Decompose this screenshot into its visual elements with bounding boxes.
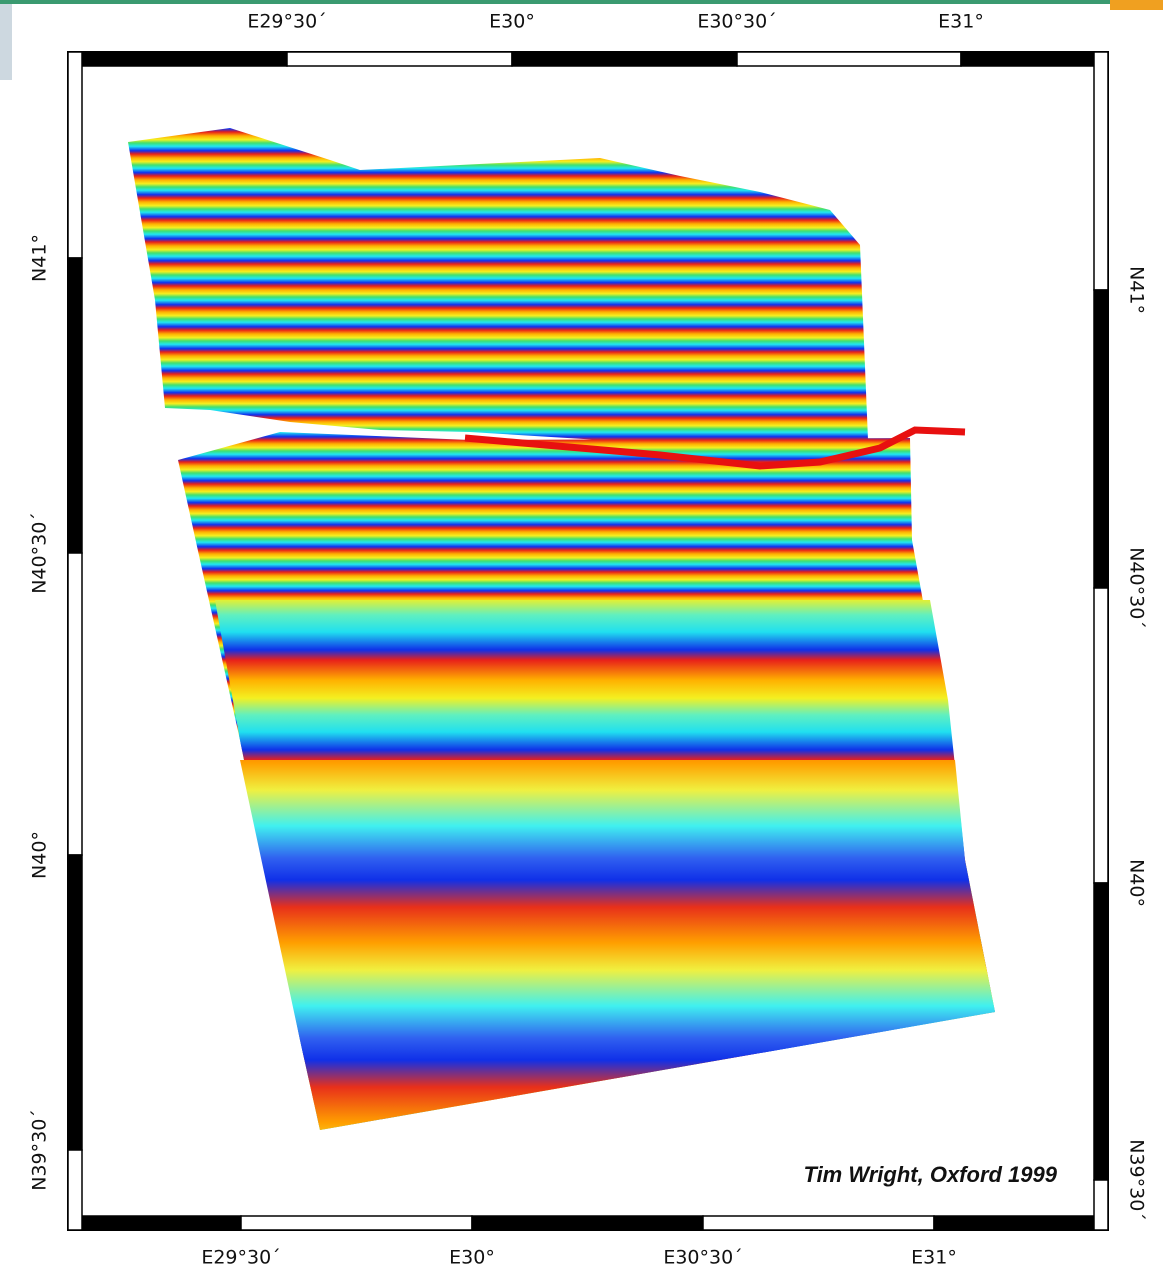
right-label: N39°30´ bbox=[1126, 1139, 1148, 1221]
map: E29°30´ E30° E30°30´ E31° E29°30´ E30° E… bbox=[0, 0, 1163, 1277]
top-label: E29°30´ bbox=[247, 11, 326, 33]
left-label: N40° bbox=[29, 831, 51, 879]
left-label: N40°30´ bbox=[29, 512, 51, 594]
credit: Tim Wright, Oxford 1999 bbox=[804, 1162, 1058, 1187]
right-labels: N41° N40°30´ N40° N39°30´ bbox=[1126, 266, 1148, 1221]
left-label: N41° bbox=[29, 234, 51, 282]
bottom-labels: E29°30´ E30° E30°30´ E31° bbox=[201, 1247, 957, 1269]
corner-block bbox=[0, 0, 12, 80]
corner-tab bbox=[1110, 0, 1163, 10]
bottom-label: E30°30´ bbox=[663, 1247, 742, 1269]
bottom-label: E30° bbox=[449, 1247, 495, 1269]
right-label: N40°30´ bbox=[1126, 547, 1148, 629]
bottom-label: E29°30´ bbox=[201, 1247, 280, 1269]
top-label: E30°30´ bbox=[697, 11, 776, 33]
top-strip bbox=[0, 0, 1110, 4]
top-label: E30° bbox=[489, 11, 535, 33]
top-labels: E29°30´ E30° E30°30´ E31° bbox=[247, 11, 984, 33]
bottom-label: E31° bbox=[911, 1247, 957, 1269]
right-label: N41° bbox=[1126, 266, 1148, 314]
right-label: N40° bbox=[1126, 859, 1148, 907]
left-label: N39°30´ bbox=[29, 1109, 51, 1191]
top-label: E31° bbox=[938, 11, 984, 33]
left-labels: N41° N40°30´ N40° N39°30´ bbox=[29, 234, 51, 1191]
